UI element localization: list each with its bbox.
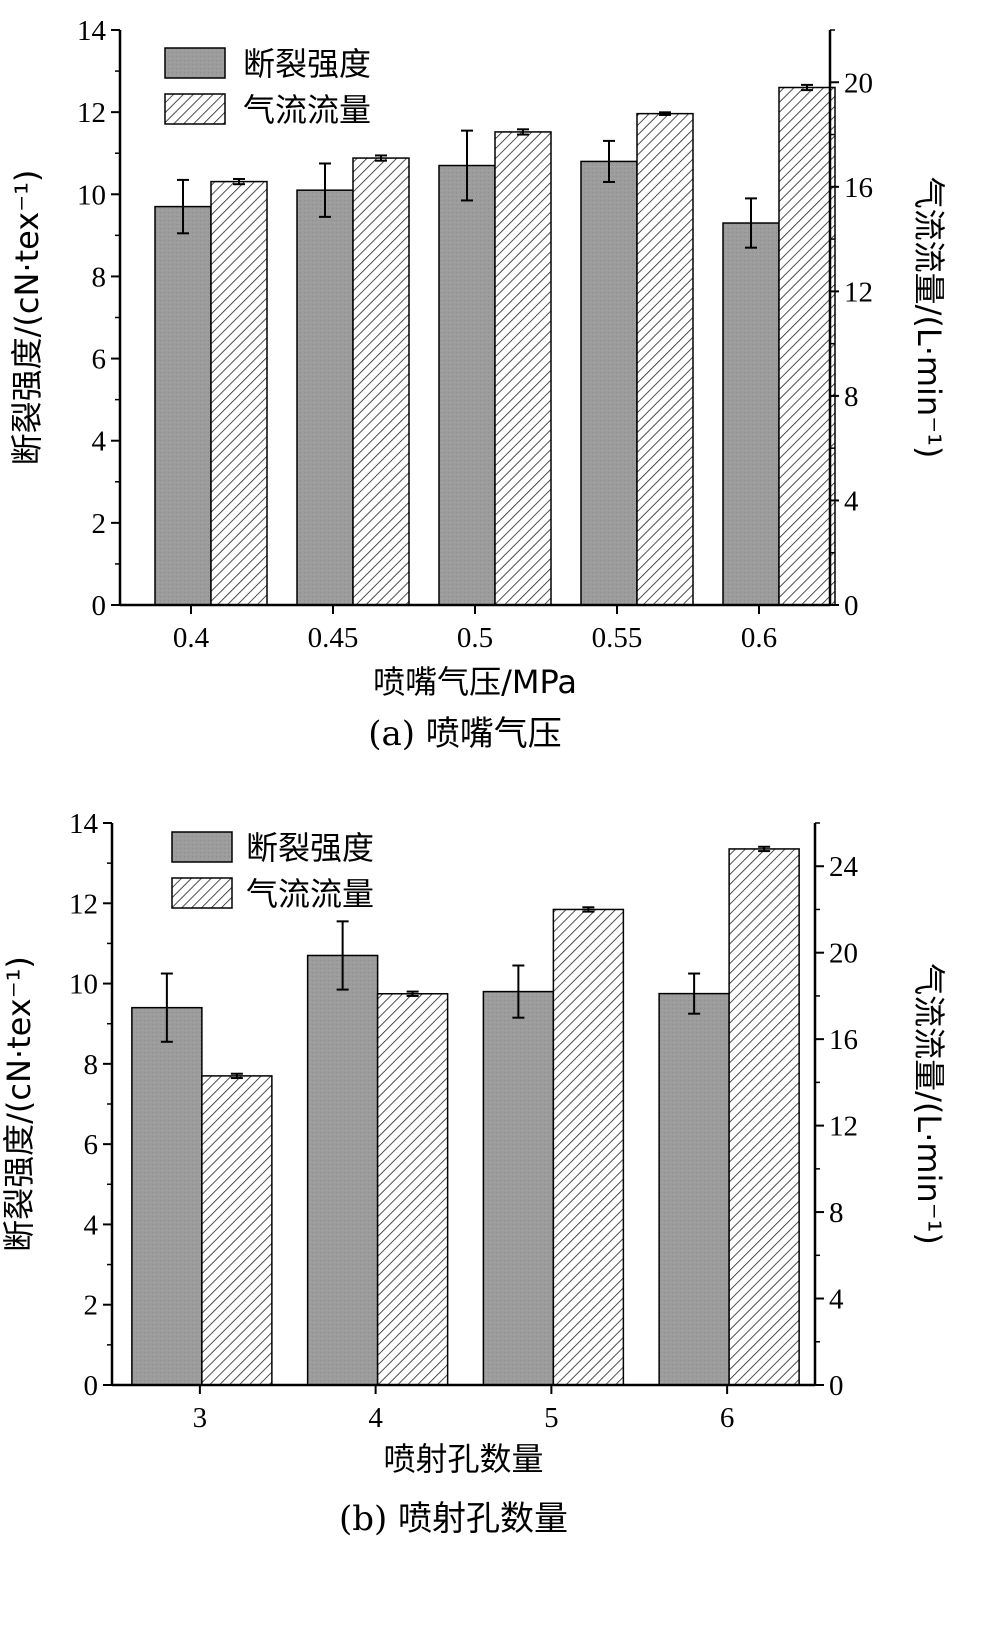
panel-caption: (a) 喷嘴气压: [368, 714, 562, 754]
left-tick-label: 2: [84, 1290, 99, 1322]
panel-caption: (b) 喷射孔数量: [339, 1499, 568, 1539]
bar-flow-3: [201, 1075, 273, 1386]
right-tick-label: 20: [829, 938, 858, 970]
bar-strength-6: [658, 992, 730, 1386]
left-tick-label: 8: [92, 261, 107, 293]
error-bar-flow-4: [406, 990, 419, 997]
bar-flow-0.45: [352, 157, 410, 606]
right-tick-label: 0: [829, 1370, 844, 1402]
right-tick-label: 12: [844, 276, 873, 308]
error-bar-flow-0.45: [375, 154, 387, 162]
bar-strength-0.5: [438, 164, 496, 606]
bar-flow-0.5: [494, 131, 552, 606]
right-tick-label: 16: [829, 1024, 858, 1056]
x-axis-label: 喷嘴气压/MPa: [373, 663, 577, 701]
bar-strength-3: [131, 1006, 203, 1386]
chart-panel-a: 0 2 4 6 8 10 12 14 0 4 8 12 16 20 0.4 0.45 0.5 0.55 0.6 喷嘴气…: [8, 15, 948, 754]
bar-strength-4: [306, 954, 379, 1386]
bar-strength-0.4: [154, 205, 212, 606]
bar-strength-0.55: [580, 160, 638, 606]
legend-label-strength: 断裂强度: [243, 45, 371, 83]
error-bar-strength-0.45: [319, 162, 331, 218]
legend-label-flow: 气流流量: [243, 91, 371, 129]
x-tick-label: 3: [193, 1402, 208, 1434]
error-bar-flow-3: [230, 1072, 243, 1080]
error-bar-flow-0.5: [517, 128, 529, 136]
error-bar-flow-0.4: [233, 177, 245, 186]
x-tick-label: 0.45: [308, 622, 359, 654]
right-tick-label: 4: [829, 1284, 844, 1316]
legend-swatch-strength: [171, 831, 233, 863]
error-bar-strength-5: [512, 964, 525, 1019]
left-axis-label: 断裂强度/(cN·tex⁻¹): [0, 956, 38, 1252]
right-tick-label: 8: [844, 381, 859, 413]
bar-flow-5: [552, 908, 625, 1386]
legend-swatch-flow: [164, 93, 226, 125]
legend-swatch-strength: [164, 47, 226, 79]
left-axis-label: 断裂强度/(cN·tex⁻¹): [8, 170, 46, 466]
right-tick-label: 12: [829, 1111, 858, 1143]
x-tick-label: 0.4: [173, 622, 210, 654]
bar-strength-0.6: [722, 222, 780, 606]
bar-flow-6: [728, 848, 800, 1386]
x-tick-label: 4: [368, 1402, 383, 1434]
x-tick-label: 0.6: [741, 622, 777, 654]
left-tick-label: 12: [77, 97, 106, 129]
error-bar-flow-0.55: [659, 111, 671, 116]
error-bar-strength-0.55: [603, 139, 615, 183]
left-tick-label: 10: [69, 969, 98, 1001]
right-axis-label: 气流流量/(L·min⁻¹): [910, 177, 948, 459]
bar-flow-4: [376, 993, 449, 1386]
error-bar-flow-0.6: [801, 83, 813, 92]
left-tick-label: 12: [69, 888, 98, 920]
left-tick-label: 0: [84, 1370, 99, 1402]
error-bar-flow-5: [582, 906, 595, 913]
right-tick-label: 24: [829, 851, 859, 883]
bar-flow-0.6: [778, 86, 836, 606]
error-bar-strength-0.4: [177, 178, 189, 235]
error-bar-strength-3: [160, 972, 173, 1043]
left-tick-label: 4: [92, 426, 107, 458]
legend-label-strength: 断裂强度: [246, 829, 374, 867]
right-tick-label: 20: [844, 67, 873, 99]
right-tick-label: 8: [829, 1197, 844, 1229]
left-tick-label: 14: [69, 808, 99, 840]
left-tick-label: 6: [92, 344, 107, 376]
error-bar-strength-4: [336, 920, 349, 991]
left-tick-label: 6: [84, 1129, 99, 1161]
x-tick-label: 0.5: [457, 622, 493, 654]
right-tick-label: 16: [844, 172, 873, 204]
left-tick-label: 4: [84, 1209, 99, 1241]
x-axis-label: 喷射孔数量: [383, 1440, 543, 1478]
left-tick-label: 10: [77, 179, 106, 211]
left-tick-label: 2: [92, 508, 107, 540]
left-tick-label: 14: [77, 15, 107, 47]
right-axis-label: 气流流量/(L·min⁻¹): [910, 963, 948, 1245]
x-tick-label: 6: [720, 1402, 735, 1434]
bar-flow-0.4: [210, 180, 268, 606]
error-bar-strength-6: [688, 972, 701, 1015]
bar-strength-0.45: [296, 189, 354, 606]
legend-label-flow: 气流流量: [246, 875, 374, 913]
left-tick-label: 8: [84, 1049, 99, 1081]
legend-swatch-flow: [171, 877, 233, 909]
right-tick-label: 4: [844, 485, 859, 517]
left-tick-label: 0: [92, 590, 107, 622]
x-tick-label: 0.55: [592, 622, 643, 654]
error-bar-strength-0.6: [745, 197, 757, 249]
right-tick-label: 0: [844, 590, 859, 622]
error-bar-strength-0.5: [461, 129, 473, 202]
error-bar-flow-6: [758, 845, 771, 853]
x-tick-label: 5: [544, 1402, 559, 1434]
bar-strength-5: [482, 990, 555, 1386]
bar-flow-0.55: [636, 112, 694, 606]
